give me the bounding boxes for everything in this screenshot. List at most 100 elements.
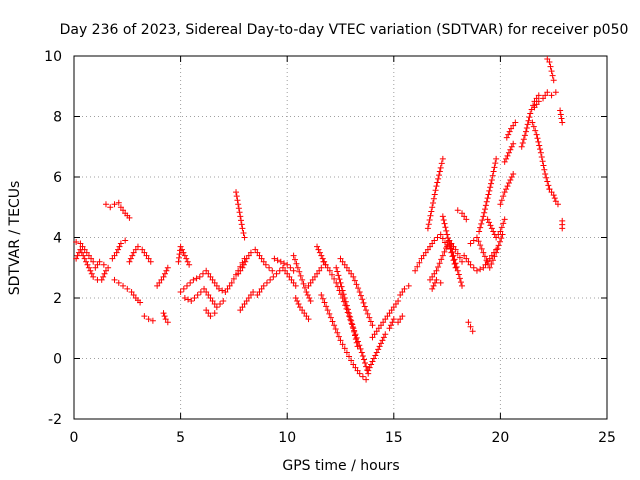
data-point <box>373 349 380 356</box>
data-point <box>237 267 244 274</box>
data-point <box>373 328 380 335</box>
data-point <box>254 249 261 256</box>
data-point <box>465 319 472 326</box>
data-point <box>240 229 247 236</box>
series-s51 <box>531 89 559 111</box>
data-point <box>290 279 297 286</box>
data-point <box>428 208 435 215</box>
data-point <box>120 282 127 289</box>
data-point <box>493 249 500 256</box>
data-point <box>292 256 299 263</box>
data-point <box>183 282 190 289</box>
data-point <box>366 364 373 371</box>
series-s18 <box>237 288 257 314</box>
data-point <box>352 364 359 371</box>
data-point <box>505 180 512 187</box>
data-point <box>318 252 325 259</box>
data-point <box>531 104 538 111</box>
series-s21 <box>290 252 314 305</box>
data-point <box>497 201 504 208</box>
series-s3 <box>92 258 112 271</box>
data-point <box>322 261 329 268</box>
data-point <box>487 184 494 191</box>
data-point <box>552 198 559 205</box>
data-point <box>425 221 432 228</box>
data-point <box>201 285 208 292</box>
data-point <box>154 282 161 289</box>
data-point <box>443 227 450 234</box>
data-point <box>260 282 267 289</box>
data-point <box>307 298 314 305</box>
data-point <box>477 224 484 231</box>
data-point <box>506 128 513 135</box>
data-point <box>439 155 446 162</box>
data-point <box>424 225 431 232</box>
data-point <box>129 252 136 259</box>
data-point <box>186 261 193 268</box>
series-s53 <box>557 107 566 126</box>
data-point <box>185 296 192 303</box>
data-point <box>435 263 442 270</box>
data-point <box>478 245 485 252</box>
data-point <box>234 197 241 204</box>
data-point <box>203 288 210 295</box>
data-point <box>436 168 443 175</box>
data-point <box>500 193 507 200</box>
data-point <box>459 258 466 265</box>
data-point <box>122 237 129 244</box>
series-s36 <box>427 237 466 283</box>
data-point <box>359 373 366 380</box>
data-point <box>510 122 517 129</box>
data-point <box>475 238 482 245</box>
data-point <box>235 201 242 208</box>
data-point <box>508 125 515 132</box>
series-s52 <box>544 56 557 84</box>
data-point <box>463 255 470 262</box>
data-point <box>101 270 108 277</box>
data-point <box>358 349 365 356</box>
data-point <box>211 310 218 317</box>
data-point <box>486 187 493 194</box>
data-point <box>543 174 550 181</box>
data-point <box>228 279 235 286</box>
data-point <box>339 258 346 265</box>
data-point <box>341 261 348 268</box>
data-point <box>177 243 184 250</box>
data-point <box>457 279 464 286</box>
data-point <box>354 343 361 350</box>
series-s29 <box>365 331 389 374</box>
data-point <box>209 298 216 305</box>
data-point <box>547 63 554 70</box>
data-point <box>399 288 406 295</box>
data-point <box>337 279 344 286</box>
data-point <box>436 260 443 267</box>
data-point <box>542 92 549 99</box>
data-point <box>539 158 546 165</box>
data-point <box>127 255 134 262</box>
y-tick-label: 8 <box>53 110 62 126</box>
data-point <box>90 273 97 280</box>
data-point <box>371 331 378 338</box>
data-point <box>332 326 339 333</box>
data-point <box>230 275 237 282</box>
data-point <box>368 361 375 368</box>
data-point <box>479 217 486 224</box>
data-point <box>363 307 370 314</box>
data-point <box>388 307 395 314</box>
series-s15 <box>203 307 218 320</box>
data-point <box>380 319 387 326</box>
data-point <box>328 271 335 278</box>
data-point <box>160 273 167 280</box>
data-point <box>270 273 277 280</box>
data-point <box>465 258 472 265</box>
data-point <box>274 257 281 264</box>
data-point <box>360 299 367 306</box>
data-point <box>96 258 103 265</box>
data-point <box>558 115 565 122</box>
data-point <box>498 224 505 231</box>
data-point <box>117 240 124 247</box>
data-point <box>491 164 498 171</box>
data-point <box>498 197 505 204</box>
data-point <box>504 152 511 159</box>
data-point <box>437 164 444 171</box>
